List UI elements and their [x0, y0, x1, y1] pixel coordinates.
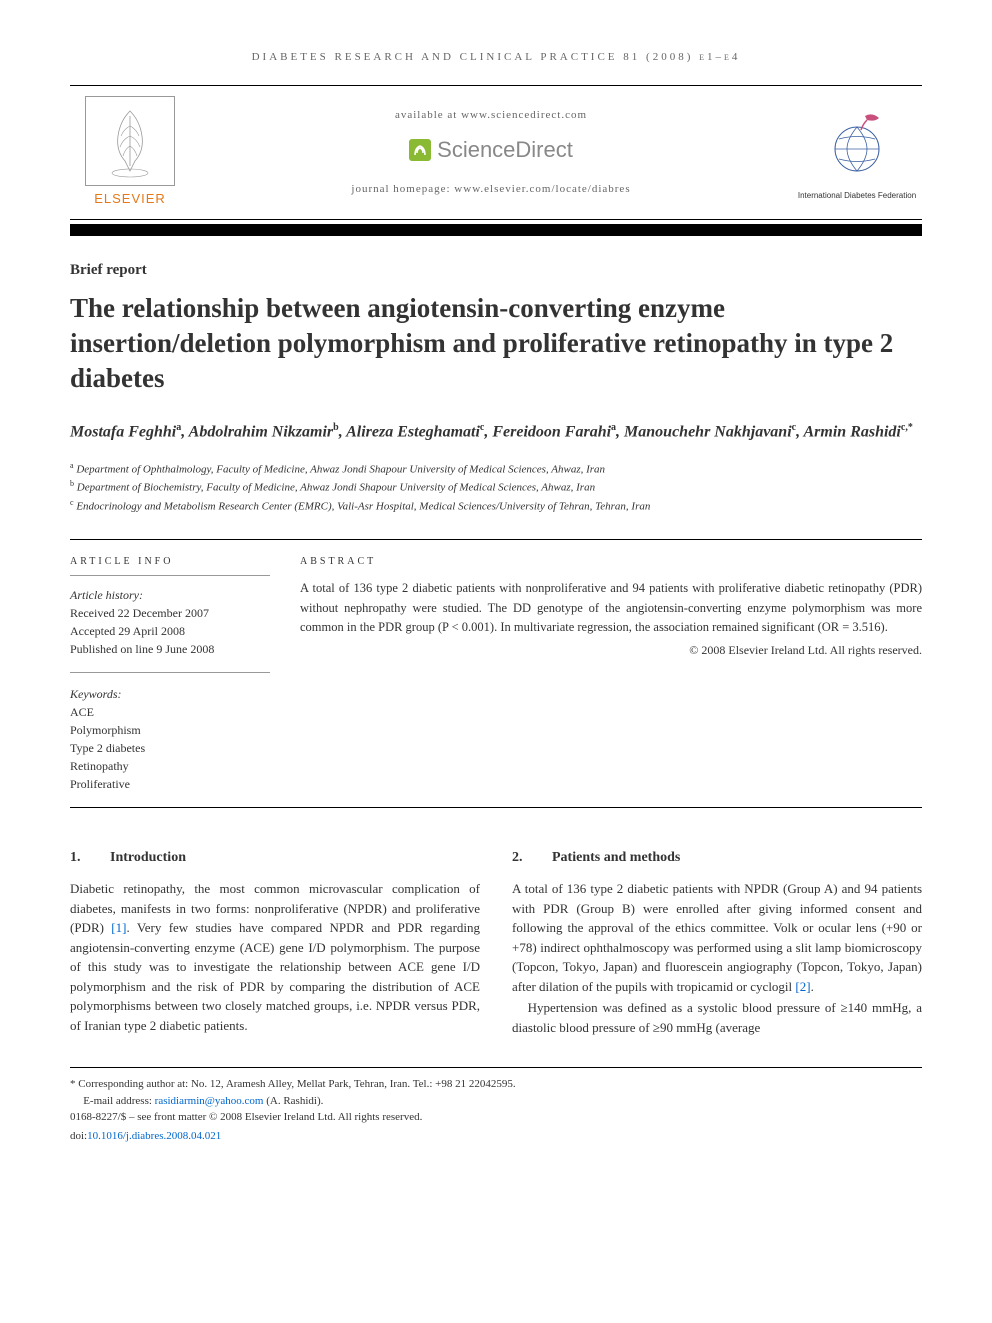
author-list: Mostafa Feghhia, Abdolrahim Nikzamirb, A… [70, 420, 922, 444]
received-date: Received 22 December 2007 [70, 604, 270, 622]
affiliations: a Department of Ophthalmology, Faculty o… [70, 460, 922, 514]
sciencedirect-text: ScienceDirect [437, 135, 573, 166]
email-person: (A. Rashidi). [266, 1095, 323, 1107]
methods-paragraph-1: A total of 136 type 2 diabetic patients … [512, 879, 922, 996]
section-num: 1. [70, 848, 110, 868]
abstract: ABSTRACT A total of 136 type 2 diabetic … [300, 554, 922, 793]
keyword: Type 2 diabetes [70, 739, 270, 757]
affiliation-line: b Department of Biochemistry, Faculty of… [70, 478, 922, 496]
divider-bar [70, 224, 922, 236]
keyword: Proliferative [70, 775, 270, 793]
intro-paragraph: Diabetic retinopathy, the most common mi… [70, 879, 480, 1035]
keywords-block: Keywords: ACEPolymorphismType 2 diabetes… [70, 672, 270, 793]
affiliation-line: c Endocrinology and Metabolism Research … [70, 497, 922, 515]
elsevier-tree-icon [85, 96, 175, 186]
abstract-heading: ABSTRACT [300, 554, 922, 570]
corresponding-author: * Corresponding author at: No. 12, Arame… [70, 1076, 922, 1093]
sciencedirect-icon [409, 139, 431, 161]
footnotes: * Corresponding author at: No. 12, Arame… [70, 1067, 922, 1144]
sciencedirect-logo: ScienceDirect [409, 135, 573, 166]
front-matter: 0168-8227/$ – see front matter © 2008 El… [70, 1109, 922, 1126]
section-heading-intro: 1.Introduction [70, 848, 480, 868]
publisher-banner: ELSEVIER available at www.sciencedirect.… [70, 85, 922, 219]
doi-line: doi:10.1016/j.diabres.2008.04.021 [70, 1128, 922, 1145]
keywords-label: Keywords: [70, 685, 270, 703]
elsevier-block: ELSEVIER [70, 96, 190, 208]
idf-label: International Diabetes Federation [792, 190, 922, 201]
published-date: Published on line 9 June 2008 [70, 640, 270, 658]
accepted-date: Accepted 29 April 2008 [70, 622, 270, 640]
article-type: Brief report [70, 260, 922, 281]
history-label: Article history: [70, 586, 270, 604]
abstract-copyright: © 2008 Elsevier Ireland Ltd. All rights … [300, 641, 922, 660]
idf-logo-icon [817, 104, 897, 184]
banner-center: available at www.sciencedirect.com Scien… [190, 108, 792, 198]
email-line: E-mail address: rasidiarmin@yahoo.com (A… [70, 1093, 922, 1110]
info-abstract-block: ARTICLE INFO Article history: Received 2… [70, 539, 922, 808]
doi-link[interactable]: 10.1016/j.diabres.2008.04.021 [87, 1130, 221, 1142]
article-history: Article history: Received 22 December 20… [70, 586, 270, 658]
idf-block: International Diabetes Federation [792, 104, 922, 201]
journal-citation-header: DIABETES RESEARCH AND CLINICAL PRACTICE … [70, 50, 922, 65]
elsevier-label: ELSEVIER [94, 190, 166, 208]
section-num: 2. [512, 848, 552, 868]
body-columns: 1.Introduction Diabetic retinopathy, the… [70, 848, 922, 1038]
article-info: ARTICLE INFO Article history: Received 2… [70, 554, 270, 793]
section-heading-methods: 2.Patients and methods [512, 848, 922, 868]
methods-paragraph-2: Hypertension was defined as a systolic b… [512, 998, 922, 1037]
affiliation-line: a Department of Ophthalmology, Faculty o… [70, 460, 922, 478]
email-label: E-mail address: [83, 1095, 152, 1107]
doi-label: doi: [70, 1130, 87, 1142]
column-left: 1.Introduction Diabetic retinopathy, the… [70, 848, 480, 1038]
column-right: 2.Patients and methods A total of 136 ty… [512, 848, 922, 1038]
available-at-text: available at www.sciencedirect.com [190, 108, 792, 123]
section-title: Introduction [110, 850, 186, 865]
article-title: The relationship between angiotensin-con… [70, 291, 922, 396]
keyword: ACE [70, 703, 270, 721]
abstract-text: A total of 136 type 2 diabetic patients … [300, 579, 922, 637]
article-info-heading: ARTICLE INFO [70, 554, 270, 576]
section-title: Patients and methods [552, 850, 680, 865]
email-link[interactable]: rasidiarmin@yahoo.com [155, 1095, 264, 1107]
keyword: Polymorphism [70, 721, 270, 739]
keyword: Retinopathy [70, 757, 270, 775]
journal-homepage-text: journal homepage: www.elsevier.com/locat… [190, 182, 792, 197]
